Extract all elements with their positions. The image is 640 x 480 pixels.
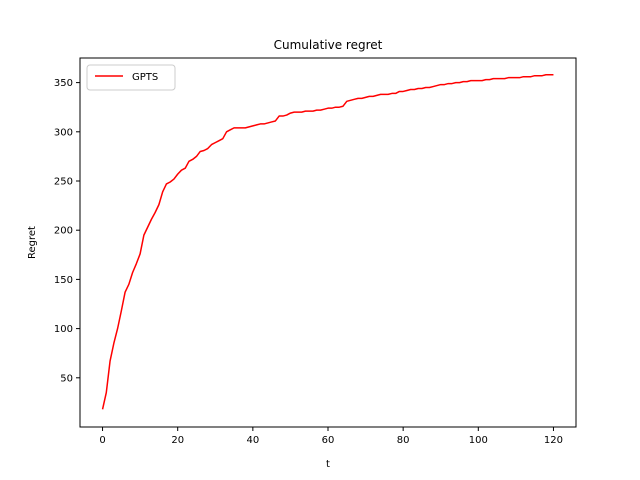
- y-tick-label: 200: [54, 226, 73, 237]
- legend: GPTS: [86, 64, 176, 91]
- y-tick-label: 300: [54, 127, 73, 138]
- legend-label-gpts: GPTS: [132, 72, 158, 83]
- axes-frame: [79, 57, 577, 428]
- y-axis-ticks: 50 100 150 200 250 300 350: [54, 78, 80, 384]
- y-tick-label: 150: [54, 275, 73, 286]
- legend-box: [86, 64, 176, 91]
- y-tick-label: 350: [54, 78, 73, 89]
- y-tick-label: 50: [60, 373, 73, 384]
- x-tick-label: 60: [322, 435, 335, 446]
- x-tick-label: 120: [544, 435, 563, 446]
- plot-area: [101, 73, 554, 410]
- x-tick-label: 20: [171, 435, 184, 446]
- series-line-gpts: [101, 73, 554, 410]
- chart-title: Cumulative regret: [274, 38, 383, 52]
- y-tick-label: 100: [54, 324, 73, 335]
- x-axis-label: t: [326, 459, 330, 470]
- x-tick-label: 40: [246, 435, 259, 446]
- x-tick-label: 100: [469, 435, 488, 446]
- x-tick-label: 0: [99, 435, 105, 446]
- y-axis-label: Regret: [27, 226, 38, 259]
- x-tick-label: 80: [397, 435, 410, 446]
- y-tick-label: 250: [54, 177, 73, 188]
- x-axis-ticks: 0 20 40 60 80 100 120: [99, 427, 563, 446]
